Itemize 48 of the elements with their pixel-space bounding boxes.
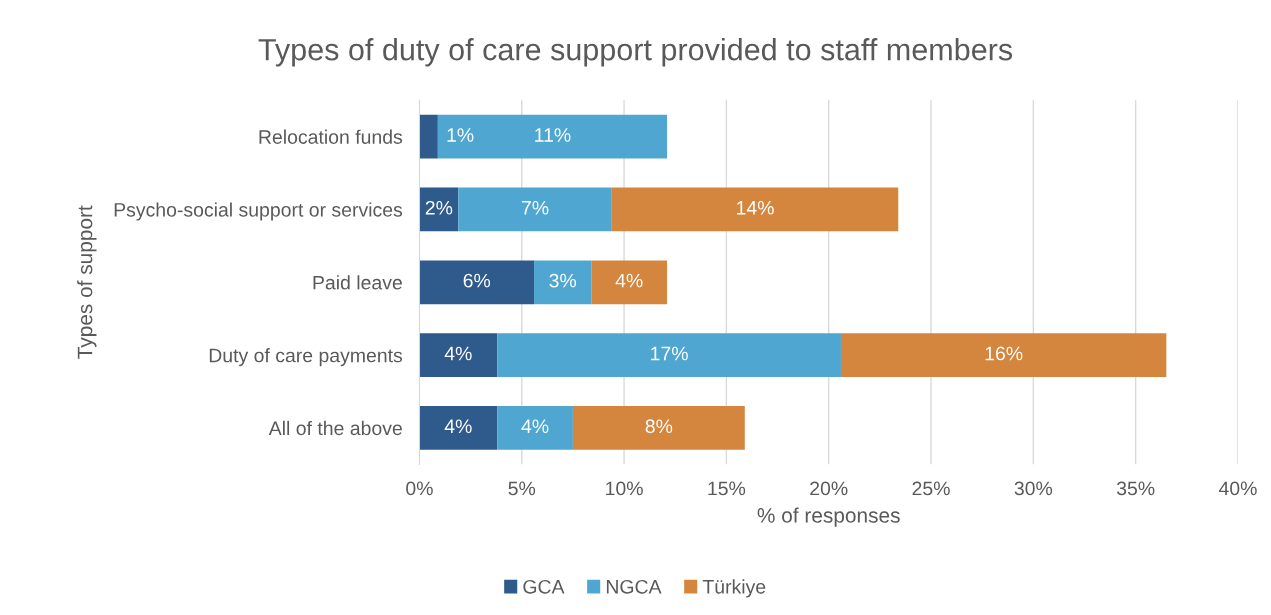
x-tick-label: 20% [810, 481, 848, 496]
y-tick-label: Paid leave [313, 275, 402, 290]
data-label: 11% [535, 128, 571, 142]
bar [419, 260, 535, 305]
bar [840, 333, 1167, 377]
x-axis-title: % of responses [757, 507, 900, 527]
data-label: 17% [651, 346, 688, 361]
y-tick-label: Duty of care payments [209, 348, 403, 367]
data-label: 4% [521, 419, 549, 434]
data-label: 2% [425, 200, 453, 215]
bar [572, 406, 745, 450]
data-label: 1% [447, 128, 474, 142]
bar [534, 260, 592, 305]
x-tick-label: 10% [606, 481, 643, 496]
data-label: 4% [615, 273, 643, 288]
chart-title: Types of duty of care support provided to staff members [258, 38, 1013, 67]
y-tick-label: Relocation funds [259, 129, 403, 144]
x-tick-label: 35% [1116, 481, 1155, 496]
y-tick-label: All of the above [268, 420, 402, 436]
bar [419, 333, 498, 377]
x-tick-label: 25% [912, 481, 950, 496]
data-label: 4% [444, 419, 472, 434]
y-tick-label: Psycho-social support or services [114, 202, 403, 221]
x-tick-label: 15% [708, 481, 746, 496]
data-label: 3% [549, 273, 577, 288]
bar [437, 114, 668, 159]
bar [419, 187, 459, 232]
bar [497, 333, 841, 377]
legend-label: Türkiye [702, 579, 766, 598]
data-label: 14% [737, 201, 774, 215]
data-label: 7% [521, 201, 549, 215]
x-tick-label: 30% [1014, 481, 1053, 496]
data-label: 4% [444, 346, 472, 361]
bar [419, 114, 438, 159]
x-tick-label: 0% [406, 481, 433, 496]
bar [611, 187, 899, 232]
y-axis-title: Types of support [77, 205, 97, 359]
legend-label: GCA [523, 579, 565, 594]
bar [497, 406, 573, 450]
data-label: 16% [985, 346, 1023, 361]
bar [591, 260, 668, 305]
x-tick-label: 40% [1218, 481, 1257, 496]
bar [458, 187, 612, 232]
legend-label: NGCA [606, 579, 662, 594]
data-label: 8% [645, 419, 673, 434]
x-tick-label: 5% [508, 481, 536, 496]
bar [419, 406, 498, 450]
data-label: 6% [463, 273, 491, 288]
